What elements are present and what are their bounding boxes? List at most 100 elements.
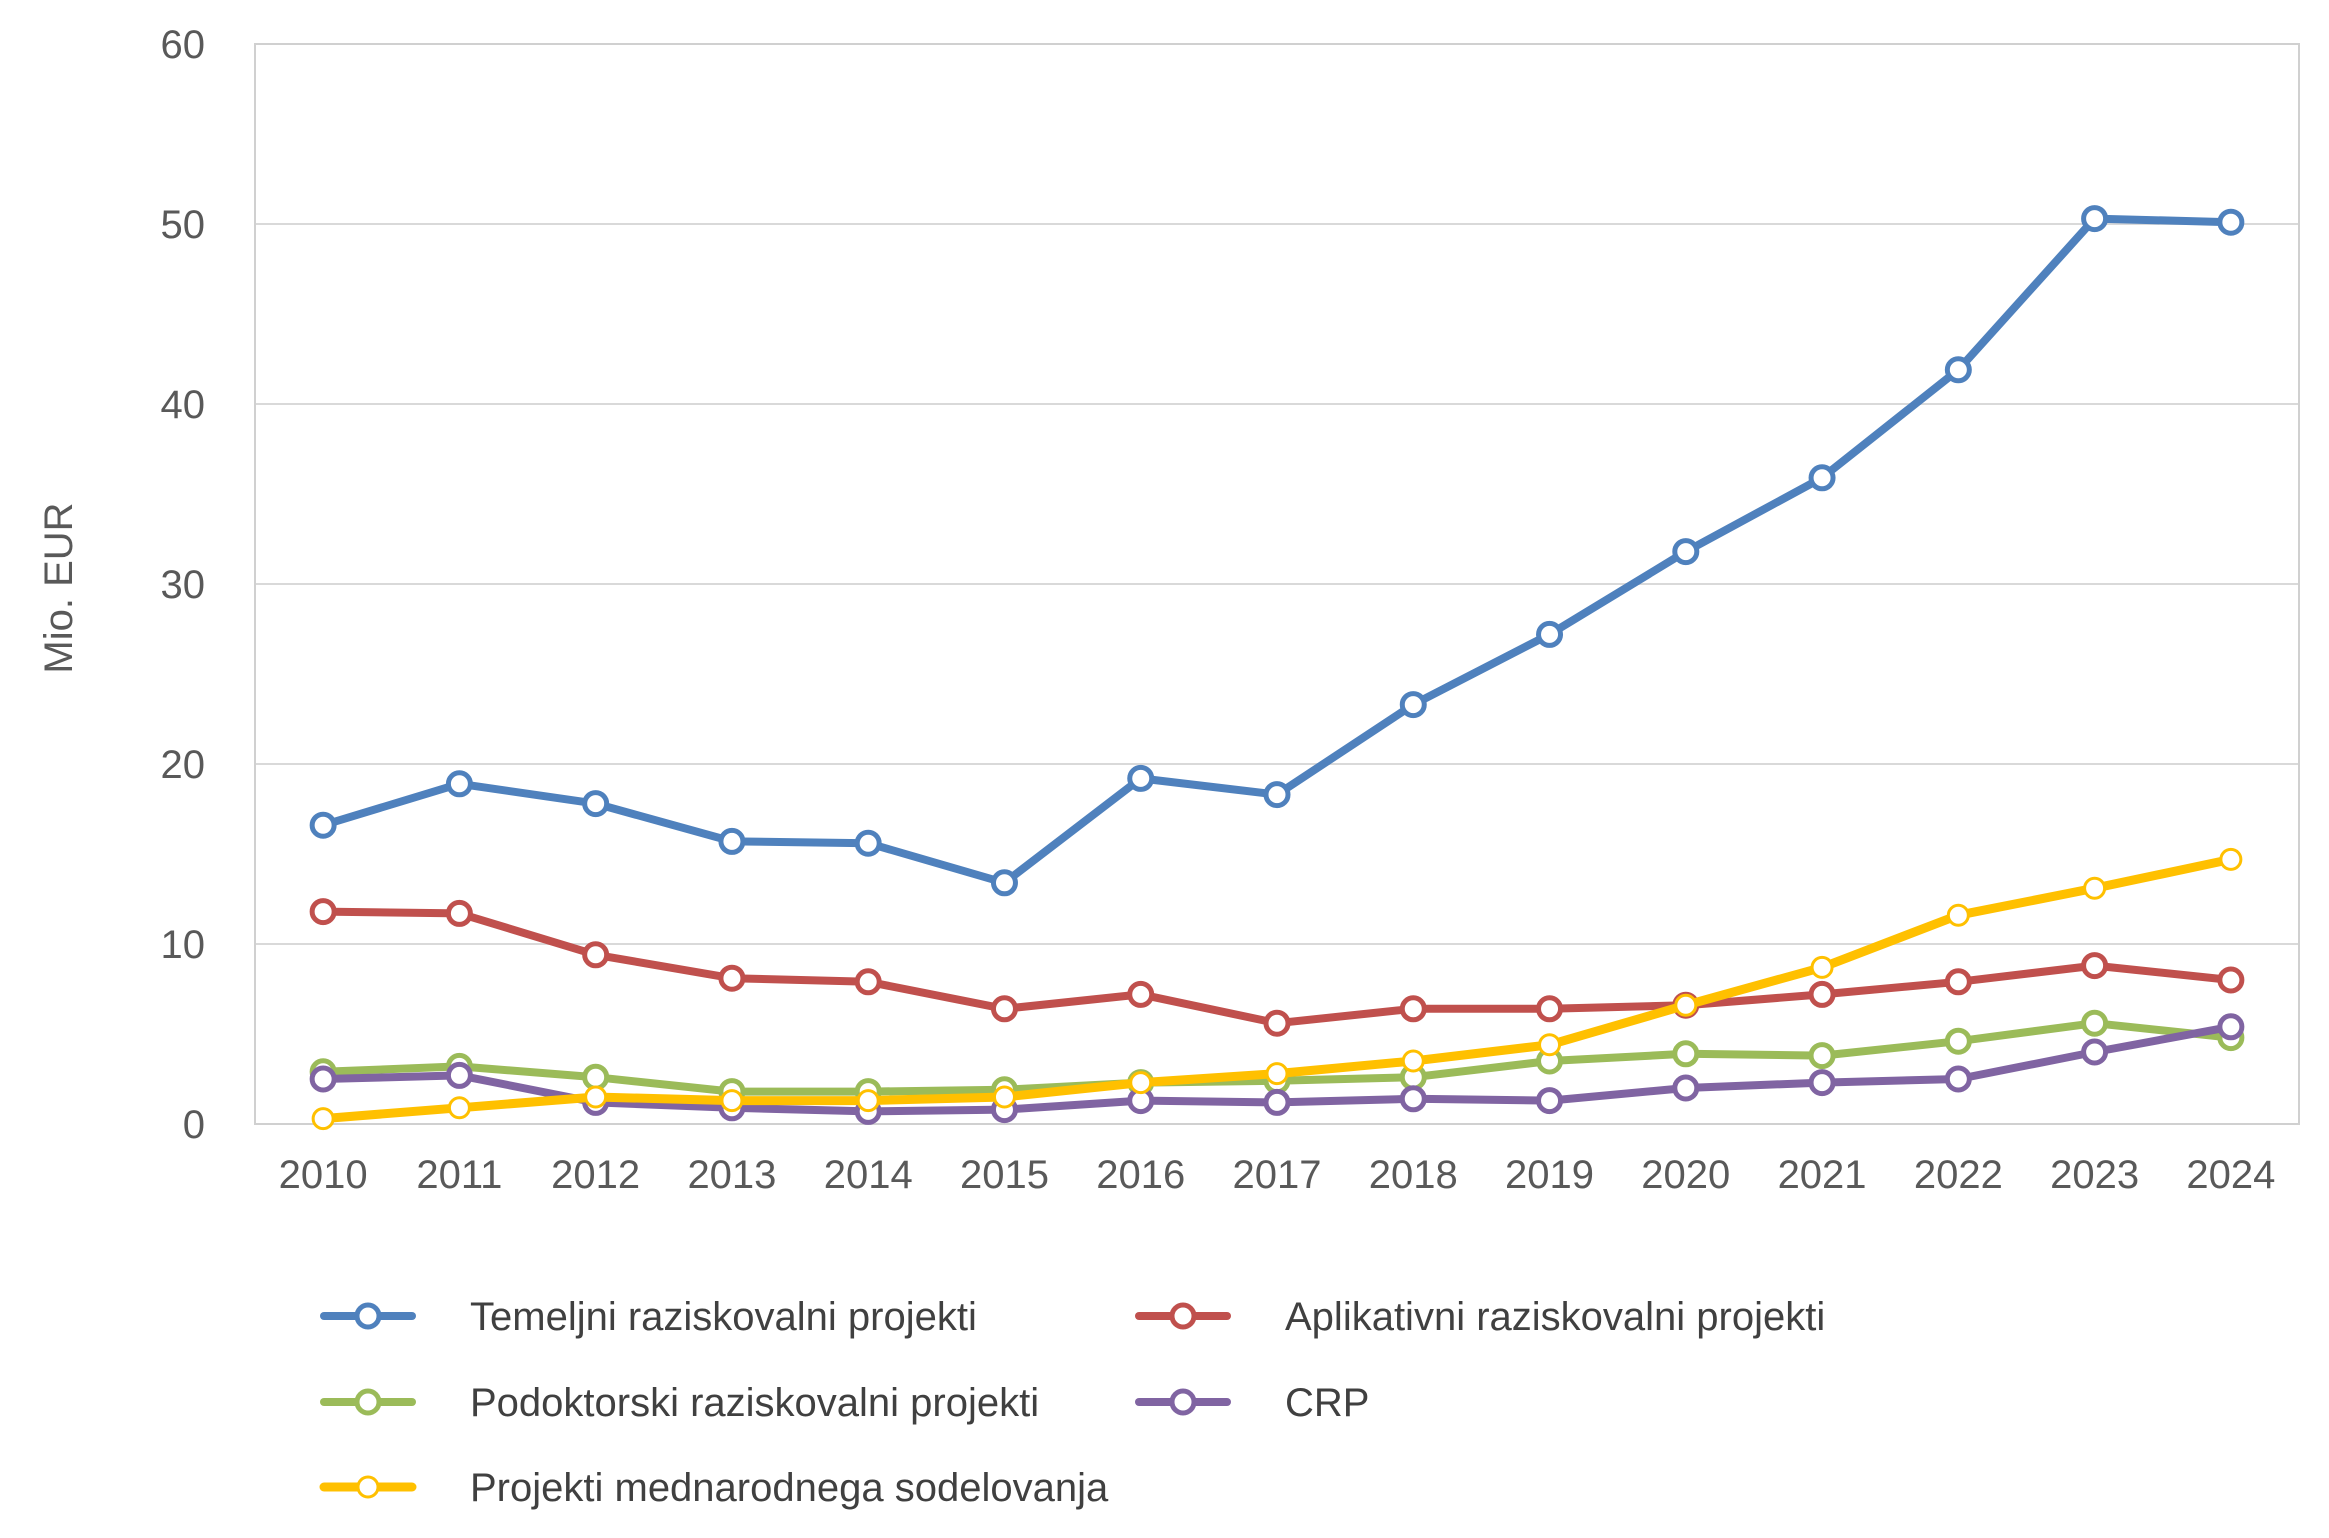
y-tick-label: 60 — [161, 23, 206, 67]
data-point — [992, 1085, 1016, 1109]
x-tick-label: 2014 — [824, 1153, 913, 1197]
data-point — [2081, 1009, 2109, 1037]
x-tick-label: 2024 — [2186, 1153, 2275, 1197]
x-tick-label: 2018 — [1369, 1153, 1458, 1197]
data-point — [1672, 538, 1700, 566]
gridlines — [255, 43, 2299, 1125]
legend: Temeljni raziskovalni projekti Aplikativn… — [319, 1295, 1825, 1510]
data-point — [309, 811, 337, 839]
data-point — [1127, 980, 1155, 1008]
data-point — [1536, 1087, 1564, 1115]
data-point — [447, 1096, 471, 1120]
x-tick-label: 2017 — [1233, 1153, 1322, 1197]
data-point — [445, 1061, 473, 1089]
x-tick-label: 2010 — [279, 1153, 368, 1197]
series-lines — [309, 205, 2245, 1131]
x-tick-label: 2011 — [416, 1153, 502, 1197]
data-point — [1944, 968, 1972, 996]
data-point — [1399, 1085, 1427, 1113]
legend-label: Temeljni raziskovalni projekti — [470, 1295, 977, 1339]
data-point — [309, 1065, 337, 1093]
data-point — [445, 899, 473, 927]
data-point — [1263, 781, 1291, 809]
legend-item: Projekti mednarodnega sodelovanja — [319, 1466, 1109, 1510]
series — [309, 898, 2245, 1037]
data-point — [856, 1089, 880, 1113]
legend-label: Projekti mednarodnega sodelovanja — [470, 1466, 1109, 1510]
data-point — [1810, 955, 1834, 979]
data-point — [1536, 995, 1564, 1023]
y-tick-label: 0 — [183, 1103, 205, 1147]
data-point — [1672, 1040, 1700, 1068]
data-point — [2083, 876, 2107, 900]
legend-label: CRP — [1285, 1381, 1369, 1425]
data-point — [582, 941, 610, 969]
data-point — [582, 1063, 610, 1091]
data-point — [1808, 1042, 1836, 1070]
data-point — [2081, 952, 2109, 980]
data-point — [582, 790, 610, 818]
legend-swatch-marker — [356, 1475, 380, 1499]
x-tick-label: 2021 — [1778, 1153, 1867, 1197]
x-tick-label: 2016 — [1096, 1153, 1185, 1197]
x-tick-label: 2023 — [2050, 1153, 2139, 1197]
legend-item: Aplikativni raziskovalni projekti — [1135, 1295, 1825, 1339]
legend-swatch-marker — [1169, 1302, 1197, 1330]
legend-item: Temeljni raziskovalni projekti — [320, 1295, 977, 1339]
series — [309, 1013, 2245, 1125]
x-tick-label: 2020 — [1641, 1153, 1730, 1197]
data-point — [1808, 464, 1836, 492]
series — [309, 205, 2245, 897]
x-tick-label: 2012 — [551, 1153, 640, 1197]
legend-swatch-marker — [354, 1302, 382, 1330]
data-point — [854, 829, 882, 857]
y-axis-title: Mio. EUR — [37, 502, 81, 673]
y-tick-label: 50 — [161, 203, 206, 247]
data-point — [1263, 1088, 1291, 1116]
legend-label: Aplikativni raziskovalni projekti — [1285, 1295, 1825, 1339]
data-point — [990, 995, 1018, 1023]
data-point — [1674, 993, 1698, 1017]
x-tick-label: 2019 — [1505, 1153, 1594, 1197]
data-point — [1538, 1033, 1562, 1057]
x-axis-ticks: 2010 2011 2012 2013 2014 2015 2016 2017 2018 2019… — [279, 1153, 2276, 1197]
data-point — [1263, 1009, 1291, 1037]
data-point — [1401, 1049, 1425, 1073]
data-point — [718, 964, 746, 992]
data-point — [584, 1085, 608, 1109]
data-point — [854, 968, 882, 996]
data-point — [1944, 356, 1972, 384]
data-point — [2081, 1038, 2109, 1066]
x-tick-label: 2015 — [960, 1153, 1049, 1197]
series-line — [319, 907, 2235, 1028]
legend-item: Podoktorski raziskovalni projekti — [320, 1381, 1039, 1425]
y-tick-label: 20 — [161, 743, 206, 787]
data-point — [1536, 620, 1564, 648]
y-axis-ticks: 0 10 20 30 40 50 60 — [161, 23, 206, 1147]
legend-swatch-marker — [1169, 1388, 1197, 1416]
data-point — [718, 827, 746, 855]
data-point — [311, 1107, 335, 1131]
data-point — [309, 898, 337, 926]
data-point — [1808, 980, 1836, 1008]
data-point — [1127, 764, 1155, 792]
data-point — [1946, 903, 1970, 927]
x-tick-label: 2022 — [1914, 1153, 2003, 1197]
data-point — [2081, 205, 2109, 233]
data-point — [990, 869, 1018, 897]
series — [311, 847, 2243, 1131]
data-point — [1265, 1062, 1289, 1086]
data-point — [1808, 1069, 1836, 1097]
data-point — [1399, 691, 1427, 719]
data-point — [1399, 995, 1427, 1023]
y-tick-label: 30 — [161, 563, 206, 607]
data-point — [1944, 1065, 1972, 1093]
data-point — [2217, 966, 2245, 994]
x-tick-label: 2013 — [687, 1153, 776, 1197]
data-point — [2217, 1013, 2245, 1041]
legend-swatch-marker — [354, 1388, 382, 1416]
legend-label: Podoktorski raziskovalni projekti — [470, 1381, 1039, 1425]
data-point — [2217, 208, 2245, 236]
data-point — [2219, 847, 2243, 871]
